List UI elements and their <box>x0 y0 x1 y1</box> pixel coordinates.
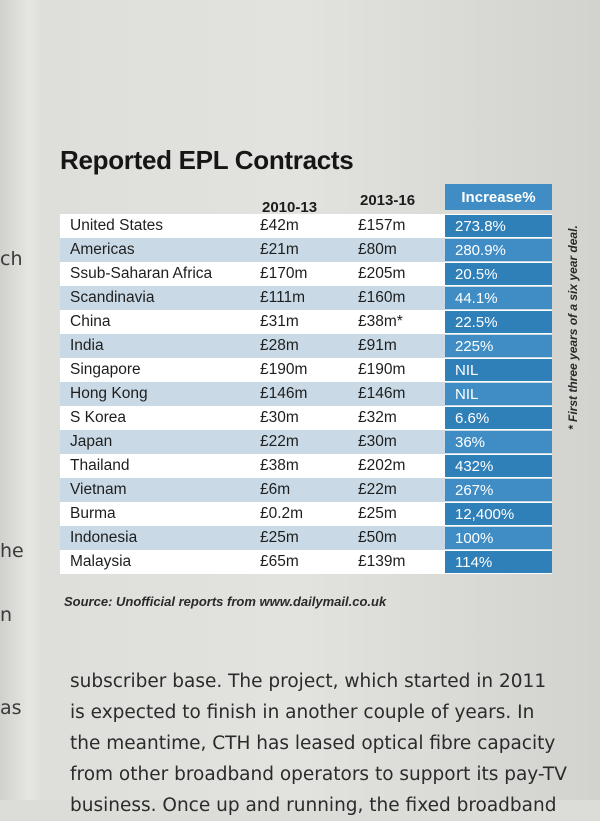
value-2013-16-cell: £50m <box>358 529 397 546</box>
value-2010-13-cell: £22m <box>260 433 299 450</box>
country-cell: Japan <box>70 433 113 450</box>
country-cell: Singapore <box>70 361 141 378</box>
value-2013-16-cell: £157m <box>358 217 406 234</box>
table-row: Ssub-Saharan Africa £170m £205m 20.5% <box>60 262 552 286</box>
value-2013-16-cell: £38m* <box>358 313 403 330</box>
value-2010-13-cell: £190m <box>260 361 308 378</box>
body-line: is expected to finish in another couple … <box>70 702 535 723</box>
value-2010-13-cell: £21m <box>260 241 299 258</box>
table-row: Scandinavia £111m £160m 44.1% <box>60 286 552 310</box>
country-cell: Burma <box>70 505 116 522</box>
table-row: Malaysia £65m £139m 114% <box>60 550 552 574</box>
value-2013-16-cell: £30m <box>358 433 397 450</box>
country-cell: China <box>70 313 111 330</box>
country-cell: Vietnam <box>70 481 127 498</box>
table-row: Indonesia £25m £50m 100% <box>60 526 552 550</box>
body-line: subscriber base. The project, which star… <box>70 671 547 692</box>
body-line: the meantime, CTH has leased optical fib… <box>70 733 556 754</box>
value-2010-13-cell: £111m <box>260 289 306 306</box>
footnote: * First three years of a six year deal. <box>566 225 580 430</box>
value-2013-16-cell: £139m <box>358 553 406 570</box>
table-row: S Korea £30m £32m 6.6% <box>60 406 552 430</box>
increase-cell: 12,400% <box>445 503 552 525</box>
column-header-2010-13: 2010-13 <box>262 199 318 216</box>
country-cell: Malaysia <box>70 553 132 570</box>
country-cell: Thailand <box>70 457 130 474</box>
column-header-2013-16: 2013-16 <box>360 192 416 209</box>
value-2013-16-cell: £25m <box>358 505 397 522</box>
table-row: Hong Kong £146m £146m NIL <box>60 382 552 406</box>
margin-fragment: n <box>0 604 13 626</box>
country-cell: United States <box>70 217 164 234</box>
value-2010-13-cell: £42m <box>260 217 299 234</box>
country-cell: Ssub-Saharan Africa <box>70 265 213 282</box>
binding-shadow <box>0 0 42 800</box>
value-2013-16-cell: £32m <box>358 409 397 426</box>
value-2010-13-cell: £6m <box>260 481 291 498</box>
country-cell: Scandinavia <box>70 289 155 306</box>
table-row: Burma £0.2m £25m 12,400% <box>60 502 552 526</box>
increase-cell: 267% <box>445 479 552 501</box>
value-2010-13-cell: £38m <box>260 457 299 474</box>
value-2013-16-cell: £205m <box>358 265 406 282</box>
value-2013-16-cell: £80m <box>358 241 397 258</box>
increase-cell: 114% <box>445 551 552 573</box>
value-2013-16-cell: £202m <box>358 457 406 474</box>
value-2013-16-cell: £91m <box>358 337 397 354</box>
increase-cell: 22.5% <box>445 311 552 333</box>
value-2013-16-cell: £160m <box>358 289 406 306</box>
increase-cell: 44.1% <box>445 287 552 309</box>
value-2010-13-cell: £25m <box>260 529 299 546</box>
increase-cell: 36% <box>445 431 552 453</box>
body-line: business. Once up and running, the fixed… <box>70 795 557 816</box>
table-row: Japan £22m £30m 36% <box>60 430 552 454</box>
contracts-table: United States £42m £157m 273.8% Americas £21m… <box>60 214 552 574</box>
table-row: Vietnam £6m £22m 267% <box>60 478 552 502</box>
value-2010-13-cell: £31m <box>260 313 299 330</box>
increase-cell: NIL <box>445 359 552 381</box>
increase-cell: 100% <box>445 527 552 549</box>
table-row: Singapore £190m £190m NIL <box>60 358 552 382</box>
table-row: United States £42m £157m 273.8% <box>60 214 552 238</box>
country-cell: India <box>70 337 104 354</box>
value-2010-13-cell: £30m <box>260 409 299 426</box>
table-title: Reported EPL Contracts <box>60 145 354 175</box>
increase-cell: 273.8% <box>445 215 552 237</box>
increase-cell: 432% <box>445 455 552 477</box>
table-row: Americas £21m £80m 280.9% <box>60 238 552 262</box>
value-2010-13-cell: £170m <box>260 265 308 282</box>
margin-fragment: ch <box>0 248 23 270</box>
increase-cell: 6.6% <box>445 407 552 429</box>
table-row: India £28m £91m 225% <box>60 334 552 358</box>
column-header-increase: Increase% <box>445 184 552 210</box>
increase-cell: 20.5% <box>445 263 552 285</box>
body-line: from other broadband operators to suppor… <box>70 764 567 785</box>
body-paragraph: subscriber base. The project, which star… <box>70 666 590 821</box>
value-2010-13-cell: £0.2m <box>260 505 304 522</box>
margin-fragment: he <box>0 540 24 562</box>
country-cell: Hong Kong <box>70 385 148 402</box>
value-2010-13-cell: £65m <box>260 553 299 570</box>
increase-cell: 225% <box>445 335 552 357</box>
value-2010-13-cell: £146m <box>260 385 308 402</box>
value-2013-16-cell: £146m <box>358 385 406 402</box>
value-2013-16-cell: £190m <box>358 361 406 378</box>
increase-cell: 280.9% <box>445 239 552 261</box>
country-cell: S Korea <box>70 409 127 426</box>
table-row: China £31m £38m* 22.5% <box>60 310 552 334</box>
source-note: Source: Unofficial reports from www.dail… <box>64 594 387 609</box>
country-cell: Americas <box>70 241 135 258</box>
value-2013-16-cell: £22m <box>358 481 397 498</box>
value-2010-13-cell: £28m <box>260 337 299 354</box>
country-cell: Indonesia <box>70 529 138 546</box>
margin-fragment: as <box>0 697 22 719</box>
increase-cell: NIL <box>445 383 552 405</box>
table-row: Thailand £38m £202m 432% <box>60 454 552 478</box>
